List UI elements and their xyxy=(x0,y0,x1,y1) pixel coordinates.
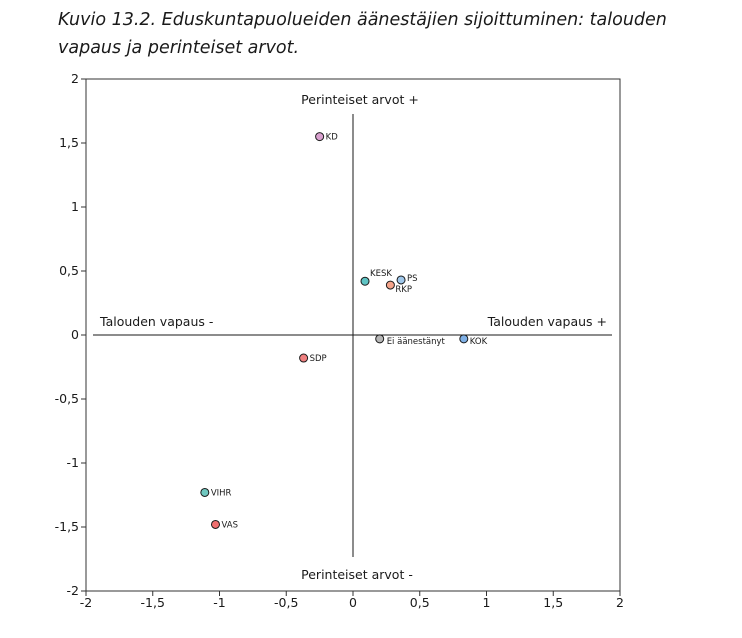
data-point-label: KOK xyxy=(470,337,488,347)
y-tick-label: 1 xyxy=(71,199,79,214)
y-tick-label: 2 xyxy=(71,71,79,86)
x-tick-label: 1,5 xyxy=(543,595,563,610)
y-tick-label: -0,5 xyxy=(55,391,79,406)
data-point xyxy=(210,519,220,529)
x-axis: -2 -1,5 -1 -0,5 0 0,5 1 1,5 2 xyxy=(80,591,624,610)
axis-label-top: Perinteiset arvot + xyxy=(301,92,419,107)
x-tick-label: 2 xyxy=(616,595,624,610)
x-tick-label: 1 xyxy=(483,595,491,610)
x-tick-label: -2 xyxy=(80,595,92,610)
data-point xyxy=(315,132,325,142)
data-point xyxy=(299,353,309,363)
data-point-label: Ei äänestänyt xyxy=(387,337,446,347)
y-tick-label: -1 xyxy=(67,455,79,470)
data-point xyxy=(396,275,406,285)
x-tick-label: 0 xyxy=(349,595,357,610)
axis-label-left: Talouden vapaus - xyxy=(99,314,213,329)
data-point xyxy=(375,334,385,344)
data-point-label: PS xyxy=(407,274,418,284)
axis-label-bottom: Perinteiset arvot - xyxy=(301,567,413,582)
data-point-label: KD xyxy=(326,133,339,143)
x-tick-label: -0,5 xyxy=(274,595,298,610)
data-point-label: VAS xyxy=(221,520,237,530)
y-tick-label: 1,5 xyxy=(59,135,79,150)
data-point xyxy=(385,280,395,290)
data-point-label: VIHR xyxy=(211,488,232,498)
y-tick-label: 0,5 xyxy=(59,263,79,278)
data-point xyxy=(200,487,210,497)
chart-title: Kuvio 13.2. Eduskuntapuolueiden äänestäj… xyxy=(58,10,667,58)
y-tick-label: -2 xyxy=(67,583,79,598)
y-tick-label: 0 xyxy=(71,327,79,342)
x-tick-label: 0,5 xyxy=(410,595,430,610)
y-axis: 2 1,5 1 0,5 0 -0,5 -1 -1,5 -2 xyxy=(55,71,86,598)
x-tick-label: -1 xyxy=(213,595,225,610)
data-point-label: RKP xyxy=(395,285,412,295)
x-tick-label: -1,5 xyxy=(141,595,165,610)
axis-label-right: Talouden vapaus + xyxy=(487,314,607,329)
data-point xyxy=(459,334,469,344)
data-point-label: KESK xyxy=(370,269,392,279)
data-point-label: SDP xyxy=(310,354,327,364)
y-tick-label: -1,5 xyxy=(55,519,79,534)
data-point xyxy=(360,276,370,286)
